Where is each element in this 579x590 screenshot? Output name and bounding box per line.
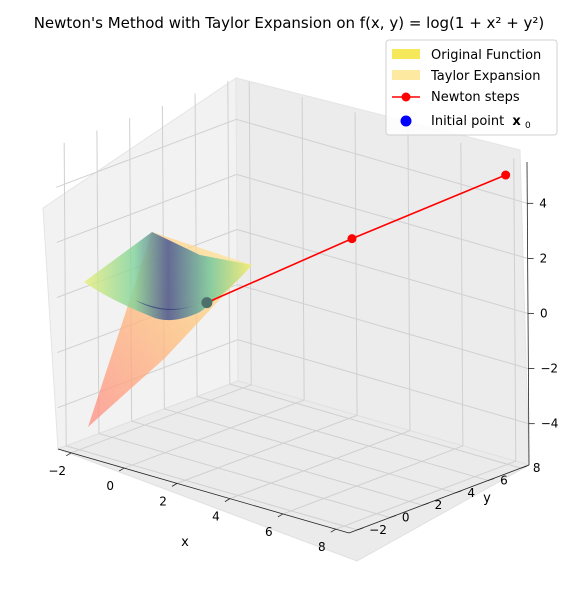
grid-z-right: [236, 118, 528, 204]
chart-title: Newton's Method with Taylor Expansion on…: [34, 14, 545, 32]
tick-labels: −2 0 2 4 6 8 −2 0 2 4 6 8 −4 −2 0 2 4: [48, 196, 558, 554]
x-tick-label: 6: [265, 525, 273, 539]
grid-x-floor: [176, 414, 358, 484]
legend-initial-point-subscript: 0: [525, 121, 531, 131]
x-tick-mark: [330, 528, 336, 533]
grid-y-floor: [66, 445, 358, 531]
y-tick-mark: [520, 465, 527, 469]
legend-marker-newton-steps: [401, 92, 411, 102]
y-axis-label: y: [483, 491, 491, 506]
legend-label-newton-steps: Newton steps: [431, 90, 520, 105]
legend: Original Function Taylor Expansion Newto…: [385, 39, 558, 136]
grid-z-left: [56, 173, 237, 243]
y-tick-label: 4: [467, 486, 475, 500]
legend-label-original-function: Original Function: [431, 48, 541, 63]
legend-label-initial-point: Initial point x 0: [431, 114, 531, 131]
x-tick-mark: [224, 498, 231, 502]
y-tick-label: −2: [369, 523, 387, 537]
grid-y-floor: [229, 383, 521, 469]
newton-step-point: [347, 234, 357, 244]
newton-step-point: [501, 170, 511, 180]
legend-marker-initial-point: [400, 115, 412, 127]
grid-z-right: [236, 229, 529, 314]
z-tick-label: 2: [540, 251, 548, 265]
grid-x-floor: [71, 384, 252, 454]
y-tick-mark: [422, 502, 429, 506]
legend-swatch-taylor-expansion: [392, 70, 420, 80]
grid-z-left: [57, 339, 238, 409]
y-tick-mark: [389, 515, 397, 518]
x-tick-label: 8: [318, 540, 326, 554]
y-tick-label: 2: [435, 498, 443, 512]
legend-box: [385, 39, 558, 136]
grid-x-floor: [229, 430, 411, 500]
x-axis-line: [57, 448, 350, 534]
x-tick-label: 4: [212, 510, 220, 524]
z-tick-label: 4: [539, 196, 547, 210]
grid-y-floor: [164, 408, 456, 494]
grid-x-floor: [123, 399, 305, 469]
y-tick-label: 0: [402, 511, 410, 525]
grid-z-left: [56, 118, 237, 188]
grid-y-floor: [196, 395, 489, 481]
legend-initial-point-symbol: x: [512, 114, 521, 129]
z-tick-label: 0: [540, 307, 548, 321]
x-tick-label: −2: [48, 464, 66, 478]
x-tick-mark: [118, 467, 125, 472]
y-tick-label: 6: [500, 473, 508, 487]
x-tick-mark: [66, 452, 72, 457]
grid-z-right: [237, 339, 529, 425]
grid-z-right: [236, 173, 528, 259]
y-tick-mark: [455, 490, 462, 494]
grid-y-floor: [131, 420, 423, 506]
data-marks: [201, 170, 511, 309]
z-tick-label: −4: [541, 417, 559, 431]
y-tick-mark: [487, 478, 495, 481]
grid-z-right: [237, 284, 529, 370]
grid-x-floor: [282, 445, 464, 515]
grid-y-floor: [98, 433, 391, 519]
original-function-bowl: [135, 300, 205, 310]
initial-point-marker: [201, 297, 213, 309]
grid-x-floor: [335, 460, 516, 530]
z-tick-label: −2: [540, 362, 558, 376]
y-axis-line: [348, 464, 530, 534]
x-axis-label: x: [181, 535, 189, 550]
y-tick-mark: [357, 527, 364, 531]
x-tick-mark: [277, 513, 284, 518]
y-tick-label: 8: [533, 461, 541, 475]
x-tick-label: 0: [106, 479, 114, 493]
legend-initial-point-text: Initial point: [431, 114, 504, 129]
legend-label-taylor-expansion: Taylor Expansion: [430, 69, 540, 84]
axes-3d: [42, 77, 531, 562]
x-tick-label: 2: [159, 494, 167, 508]
x-tick-mark: [171, 483, 178, 487]
legend-swatch-original-function: [392, 49, 420, 59]
